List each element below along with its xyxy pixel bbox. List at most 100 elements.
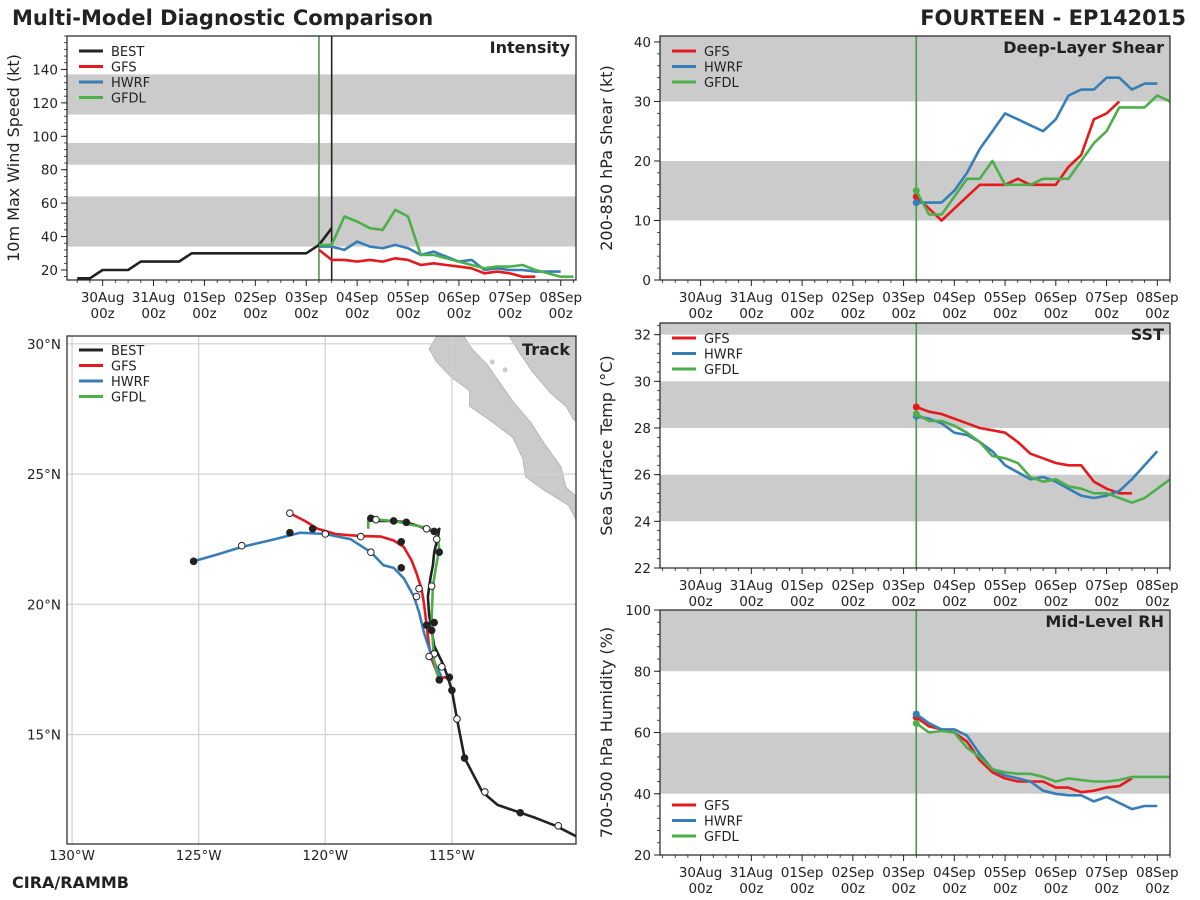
series-group <box>77 208 574 280</box>
legend-label-hwrf: HWRF <box>111 76 150 91</box>
track-point-hwrf <box>321 530 330 538</box>
track-point-best <box>430 618 438 627</box>
x-tick-sublabel: 00z <box>345 306 369 322</box>
panel-shear: 01020304030Aug00z31Aug00z01Sep00z02Sep00… <box>597 35 1179 322</box>
legend-label-hwrf: HWRF <box>704 61 743 76</box>
lat-tick-label: 25°N <box>27 467 61 483</box>
storm-title: FOURTEEN - EP142015 <box>920 6 1186 30</box>
x-tick-sublabel: 00z <box>1044 881 1068 897</box>
series-start-marker-gfdl <box>912 187 920 195</box>
x-tick-sublabel: 00z <box>739 306 763 322</box>
map-frame <box>66 335 577 845</box>
track-point-best <box>516 808 525 817</box>
track-point-gfdl <box>389 517 398 525</box>
plot-frame <box>66 35 577 281</box>
x-tick-label: 04Sep <box>336 290 379 306</box>
track-point-gfs <box>397 538 406 546</box>
track-point-hwrf <box>397 564 406 572</box>
track-point-best <box>460 754 469 762</box>
track-point-hwrf <box>237 541 246 550</box>
series-start-marker-gfs <box>912 403 920 411</box>
panel-title: Track <box>522 340 570 359</box>
x-tick-label: 02Sep <box>832 865 875 881</box>
x-tick-label: 06Sep <box>1035 865 1078 881</box>
x-tick-label: 06Sep <box>1035 578 1078 594</box>
x-tick-sublabel: 00z <box>294 306 318 322</box>
track-point-hwrf <box>425 652 433 661</box>
x-tick-sublabel: 00z <box>688 881 712 897</box>
x-tick-sublabel: 00z <box>192 306 216 322</box>
page-title: Multi-Model Diagnostic Comparison <box>12 6 434 30</box>
plot-bg <box>660 323 1170 568</box>
y-tick-label: 80 <box>41 163 58 179</box>
land-island <box>502 367 508 373</box>
x-tick-sublabel: 00z <box>1145 594 1169 610</box>
track-line-hwrf <box>193 531 443 678</box>
x-tick-label: 04Sep <box>933 578 976 594</box>
x-tick-label: 08Sep <box>539 290 582 306</box>
shaded-band <box>67 142 576 165</box>
series-line-gfdl <box>915 722 1170 783</box>
legend-label-hwrf: HWRF <box>704 348 743 363</box>
x-tick-label: 05Sep <box>984 865 1027 881</box>
panel-title: SST <box>1131 325 1164 344</box>
x-tick-sublabel: 00z <box>498 306 522 322</box>
shaded-band <box>660 323 1170 335</box>
x-tick-sublabel: 00z <box>549 306 573 322</box>
x-tick-label: 31Aug <box>730 578 774 594</box>
y-tick-label: 20 <box>41 263 58 279</box>
x-tick-sublabel: 00z <box>739 881 763 897</box>
lon-tick-label: 125°W <box>176 848 222 864</box>
x-tick-sublabel: 00z <box>1145 306 1169 322</box>
series-line-gfs <box>318 248 536 279</box>
track-point-gfdl <box>372 515 380 524</box>
x-tick-label: 07Sep <box>1085 865 1128 881</box>
y-tick-label: 32 <box>634 328 651 344</box>
x-tick-sublabel: 00z <box>942 881 966 897</box>
x-tick-sublabel: 00z <box>1094 881 1118 897</box>
y-tick-label: 100 <box>625 603 651 619</box>
y-tick-label: 60 <box>634 726 651 742</box>
panel-track: 130°W 125°W 120°W 115°W 15°N 20°N 25°N 30°N Trac… <box>27 335 577 864</box>
x-tick-label: 06Sep <box>1035 290 1078 306</box>
x-tick-sublabel: 00z <box>1094 594 1118 610</box>
x-tick-label: 05Sep <box>984 578 1027 594</box>
x-tick-label: 01Sep <box>781 865 824 881</box>
y-tick-label: 24 <box>634 514 651 530</box>
series-start-marker-gfdl <box>912 719 920 727</box>
x-tick-label: 01Sep <box>781 290 824 306</box>
x-tick-sublabel: 00z <box>739 594 763 610</box>
x-tick-label: 08Sep <box>1136 865 1179 881</box>
legend-label-gfdl: GFDL <box>111 391 147 406</box>
y-tick-label: 140 <box>32 62 58 78</box>
lat-tick-label: 20°N <box>27 597 61 613</box>
track-point-hwrf <box>367 548 375 557</box>
track-point-best <box>448 686 456 695</box>
track-point-best <box>554 821 563 830</box>
y-tick-label: 28 <box>634 421 651 437</box>
plot-frame <box>659 609 1171 856</box>
shaded-band <box>67 74 576 115</box>
panel-intensity: 2040608010012014030Aug00z31Aug00z01Sep00… <box>4 35 582 322</box>
y-tick-label: 60 <box>41 196 58 212</box>
panel-title: Mid-Level RH <box>1045 612 1164 631</box>
y-tick-label: 30 <box>634 374 651 390</box>
y-tick-label: 0 <box>642 273 651 289</box>
x-tick-sublabel: 00z <box>1044 306 1068 322</box>
x-tick-sublabel: 00z <box>841 306 865 322</box>
series-group <box>912 403 1170 505</box>
legend-label-hwrf: HWRF <box>111 375 150 390</box>
legend-label-gfdl: GFDL <box>704 76 740 91</box>
track-point-gfs <box>415 584 423 593</box>
x-tick-label: 04Sep <box>933 865 976 881</box>
track-point-best <box>481 788 489 796</box>
x-tick-label: 05Sep <box>387 290 430 306</box>
track-point-best <box>453 715 461 723</box>
x-tick-sublabel: 00z <box>891 594 915 610</box>
x-tick-label: 02Sep <box>234 290 277 306</box>
series-start-marker-gfdl <box>912 410 920 418</box>
x-tick-label: 31Aug <box>132 290 176 306</box>
series-line-hwrf <box>916 76 1158 204</box>
y-tick-label: 40 <box>634 35 651 51</box>
